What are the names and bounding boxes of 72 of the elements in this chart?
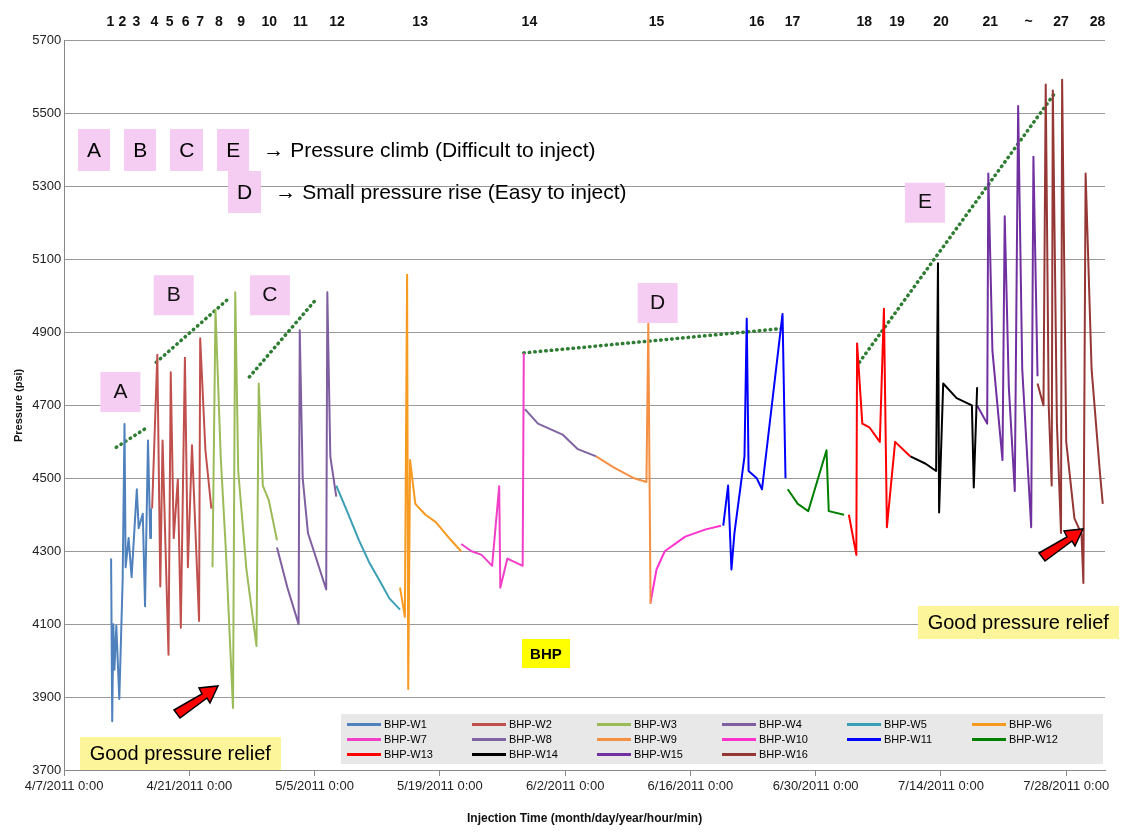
legend-label: BHP-W5: [884, 718, 927, 730]
y-tick-label: 5700: [32, 32, 62, 48]
x2-tick-label: 21: [982, 13, 999, 30]
x2-tick-label: 28: [1089, 13, 1106, 30]
legend-label: BHP-W4: [759, 718, 802, 730]
x2-tick-label: 17: [784, 13, 801, 30]
x-tick-label: 6/2/2011 0:00: [525, 778, 605, 794]
y-tick-label: 4300: [32, 542, 62, 558]
x2-tick-label: 16: [749, 13, 765, 30]
y-tick-label: 5500: [32, 105, 62, 121]
x-tick-label: 5/5/2011 0:00: [275, 778, 354, 794]
x2-tick-label: 15: [648, 13, 665, 30]
y-tick-label: 4900: [32, 324, 62, 340]
annotation: Good pressure relief: [917, 605, 1119, 639]
y-tick-label: 3700: [32, 761, 62, 777]
x2-tick-label: 11: [293, 13, 309, 30]
legend-label: BHP-W6: [1009, 718, 1052, 730]
y-tick-label: 4500: [32, 469, 62, 485]
x-axis-title: Injection Time (month/day/year/hour/min): [466, 811, 703, 826]
annotation: C: [262, 282, 278, 306]
x2-tick-label: 10: [261, 13, 278, 30]
annotation: D → Small pressure rise (Easy to inject): [236, 178, 627, 205]
x2-tick-label: 27: [1053, 13, 1070, 30]
x-tick-label: 5/19/2011 0:00: [397, 778, 483, 794]
x2-tick-label: 6: [181, 13, 190, 30]
x-tick-label: 6/16/2011 0:00: [647, 778, 734, 794]
y-tick-label: 5300: [32, 178, 62, 194]
x2-tick-label: 20: [933, 13, 949, 30]
x2-tick-label: 4: [150, 13, 159, 30]
annotation: D: [650, 289, 666, 313]
legend-label: BHP-W12: [1009, 733, 1058, 745]
x2-tick-label: 14: [521, 13, 538, 30]
x2-tick-label: 2: [118, 13, 127, 30]
annotation: A: [113, 378, 128, 402]
x2-tick-label: 12: [329, 13, 346, 30]
annotation: BHP: [522, 638, 570, 668]
x2-tick-label: 8: [214, 13, 223, 30]
annotation: B: [166, 282, 181, 306]
x2-tick-label: 1: [106, 13, 115, 30]
legend-label: BHP-W8: [509, 733, 552, 745]
legend-label: BHP-W1: [384, 718, 427, 730]
y-tick-label: 5100: [32, 251, 62, 267]
x-tick-label: 7/14/2011 0:00: [898, 778, 984, 794]
x2-tick-label: 18: [856, 13, 873, 30]
legend-label: BHP-W10: [759, 733, 808, 745]
annotation: E: [917, 189, 932, 213]
x-tick-label: 4/21/2011 0:00: [146, 778, 233, 794]
legend-label: BHP-W11: [884, 733, 933, 745]
legend-label: BHP-W13: [384, 748, 433, 760]
annotation: Good pressure relief: [79, 737, 281, 771]
legend-label: BHP-W7: [384, 733, 427, 745]
y-axis-title: Pressure (psi): [11, 368, 24, 443]
y-tick-label: 4100: [32, 615, 62, 631]
x2-tick-label: ~: [1024, 13, 1033, 30]
legend-label: BHP-W15: [634, 748, 683, 760]
text: A B C E → Pressure climb (Difficult to inject): [87, 137, 596, 161]
x-tick-label: 7/28/2011 0:00: [1023, 778, 1110, 794]
legend-label: BHP-W3: [634, 718, 677, 730]
x2-tick-label: 7: [196, 13, 205, 30]
x2-tick-label: 9: [237, 13, 246, 30]
x2-tick-label: 19: [889, 13, 905, 30]
x-tick-label: 4/7/2011 0:00: [24, 778, 104, 794]
legend-label: BHP-W9: [634, 733, 677, 745]
legend-label: BHP-W14: [509, 748, 558, 760]
y-tick-label: 4700: [32, 396, 62, 412]
x2-tick-label: 3: [132, 13, 141, 30]
x-tick-label: 6/30/2011 0:00: [772, 778, 859, 794]
x2-tick-label: 13: [412, 13, 429, 30]
legend-label: BHP-W2: [509, 718, 552, 730]
y-tick-label: 3900: [32, 688, 62, 704]
legend-label: BHP-W16: [759, 748, 808, 760]
x2-tick-label: 5: [165, 13, 174, 30]
